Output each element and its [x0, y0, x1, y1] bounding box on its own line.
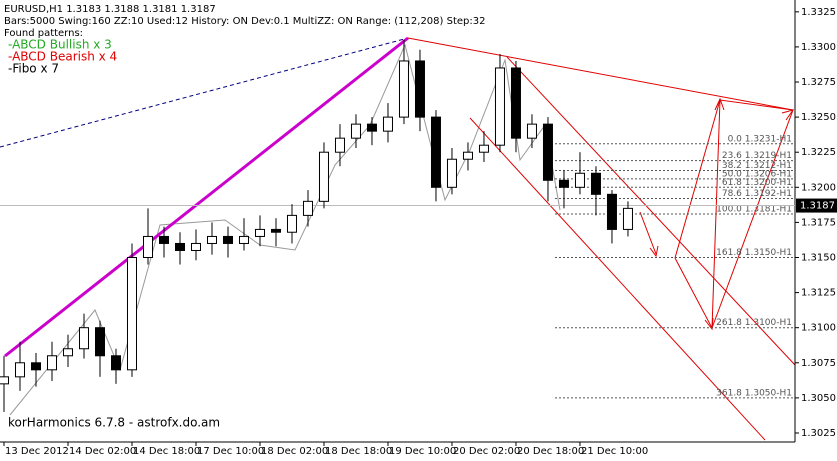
- candle-body: [14, 362, 25, 378]
- candle-body: [526, 123, 537, 139]
- x-tick-label: 20 Dec 02:00: [453, 446, 520, 457]
- y-tick-label: 1.3275: [801, 77, 836, 88]
- pattern-entry: -ABCD Bearish x 4: [8, 50, 117, 64]
- settings-info: Bars:5000 Swing:160 ZZ:10 Used:12 Histor…: [4, 16, 485, 27]
- candle-body: [558, 179, 569, 188]
- candle-body: [238, 235, 249, 244]
- candle-body: [382, 116, 393, 132]
- fibo-label: 38.2 1.3212-H1: [722, 161, 792, 171]
- arrow-head: [781, 109, 795, 121]
- fibo-label: 361.8 1.3050-H1: [716, 388, 792, 398]
- y-tick-label: 1.3300: [801, 42, 836, 53]
- candle-body: [414, 60, 425, 118]
- current-price-label: 1.3187: [800, 201, 835, 212]
- candle-body: [462, 151, 473, 160]
- current-price-box: [796, 198, 837, 213]
- y-tick-label: 1.3325: [801, 7, 836, 18]
- channel-red: [506, 56, 796, 366]
- candle-body: [174, 242, 185, 251]
- arrow: [711, 109, 794, 329]
- x-tick-label: 19 Dec 10:00: [389, 446, 456, 457]
- arrow-head: [649, 245, 659, 258]
- candle-body: [158, 235, 169, 244]
- fibo-label: 261.8 1.3100-H1: [716, 318, 792, 328]
- fibo-label: 78.6 1.3192-H1: [722, 189, 792, 199]
- trend-dashed: [0, 37, 409, 148]
- candle-body: [510, 67, 521, 139]
- y-tick-label: 1.3075: [801, 358, 836, 369]
- candle-body: [318, 151, 329, 202]
- candle-body: [62, 348, 73, 357]
- y-tick-label: 1.3150: [801, 253, 836, 264]
- drawings: [0, 36, 796, 441]
- candle-body: [446, 158, 457, 188]
- y-tick-label: 1.3175: [801, 217, 836, 228]
- pattern-entry: -Fibo x 7: [8, 62, 59, 76]
- candle-body: [366, 123, 377, 132]
- fibo-label: 61.8 1.3200-H1: [722, 178, 792, 188]
- candle-body: [46, 355, 57, 371]
- y-tick-label: 1.3250: [801, 112, 836, 123]
- x-tick-label: 18 Dec 02:00: [261, 446, 328, 457]
- candle-body: [270, 228, 281, 233]
- trend-red: [407, 37, 794, 111]
- symbol-header: EURUSD,H1 1.3183 1.3188 1.3181 1.3187: [4, 4, 216, 15]
- arrow-head: [704, 317, 714, 331]
- candle-body: [78, 327, 89, 350]
- trend-magenta: [4, 36, 409, 358]
- y-tick-label: 1.3225: [801, 147, 836, 158]
- fibo-label: 0.0 1.3231-H1: [728, 134, 792, 144]
- candle-body: [30, 362, 41, 371]
- candle-body: [606, 193, 617, 230]
- candle-body: [190, 242, 201, 251]
- x-tick-label: 17 Dec 10:00: [197, 446, 264, 457]
- candle-body: [142, 235, 153, 258]
- y-tick-label: 1.3050: [801, 393, 836, 404]
- candle-body: [494, 67, 505, 146]
- candle-body: [478, 144, 489, 153]
- candle-body: [222, 235, 233, 244]
- arrow-head: [714, 97, 725, 111]
- fibo-label: 161.8 1.3150-H1: [716, 248, 792, 258]
- arrow: [639, 211, 657, 255]
- candle-body: [590, 172, 601, 195]
- x-tick-label: 20 Dec 18:00: [517, 446, 584, 457]
- candle-body: [542, 123, 553, 181]
- candle-body: [254, 228, 265, 237]
- y-tick-label: 1.3125: [801, 288, 836, 299]
- x-tick-label: 14 Dec 18:00: [133, 446, 200, 457]
- x-tick-label: 13 Dec 2012: [5, 446, 69, 457]
- candle-body: [286, 214, 297, 233]
- patterns-title: Found patterns:: [4, 28, 83, 39]
- candle-body: [94, 327, 105, 357]
- candle-body: [126, 257, 137, 371]
- pattern-entry: -ABCD Bullish x 3: [8, 38, 112, 52]
- candle-body: [574, 172, 585, 188]
- candle-body: [0, 376, 9, 385]
- fibo-label: 50.0 1.3206-H1: [722, 169, 792, 179]
- candle-body: [398, 60, 409, 118]
- y-tick-label: 1.3025: [801, 428, 836, 439]
- x-tick-label: 14 Dec 02:00: [69, 446, 136, 457]
- y-tick-label: 1.3100: [801, 323, 836, 334]
- channel-red: [469, 117, 766, 441]
- x-tick-label: 18 Dec 18:00: [325, 446, 392, 457]
- candle-body: [334, 137, 345, 153]
- candle-body: [430, 116, 441, 188]
- candle-body: [350, 123, 361, 139]
- fibo-label: 100.0 1.3181-H1: [716, 204, 792, 214]
- y-tick-label: 1.3200: [801, 182, 836, 193]
- candle-body: [302, 200, 313, 216]
- candle-body: [206, 235, 217, 244]
- fibo-label: 23.6 1.3219-H1: [722, 151, 792, 161]
- x-tick-label: 21 Dec 10:00: [581, 446, 648, 457]
- candle-body: [110, 355, 121, 371]
- footer: korHarmonics 6.7.8 - astrofx.do.am: [8, 416, 220, 430]
- candle-body: [622, 207, 633, 230]
